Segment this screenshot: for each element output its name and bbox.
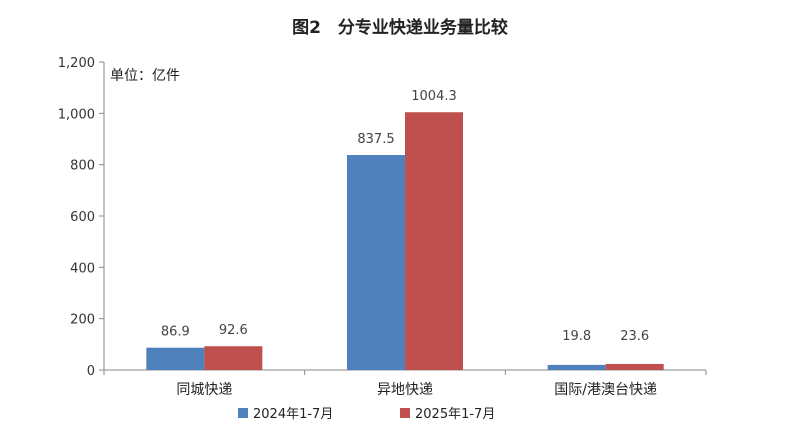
y-tick-label: 400 bbox=[70, 261, 95, 276]
bar bbox=[605, 363, 664, 370]
y-tick-label: 200 bbox=[70, 313, 95, 328]
chart-title: 图2 分专业快递业务量比较 bbox=[292, 17, 508, 38]
legend-swatch bbox=[238, 408, 248, 418]
data-label: 837.5 bbox=[357, 132, 394, 147]
unit-label: 单位：亿件 bbox=[110, 68, 180, 84]
bar bbox=[146, 347, 205, 370]
bar bbox=[547, 364, 606, 370]
legend: 2024年1-7月 2025年1-7月 bbox=[238, 407, 495, 422]
x-category-label: 国际/港澳台快递 bbox=[554, 382, 657, 398]
axes: 0 200 400 600 800 1,000 1,200 同城快递 异地快递 国际/港澳台快递 bbox=[58, 56, 707, 398]
data-label: 19.8 bbox=[562, 329, 591, 344]
x-category-label: 同城快递 bbox=[176, 382, 232, 398]
y-tick-label: 1,200 bbox=[58, 56, 95, 71]
y-tick-label: 1,000 bbox=[58, 107, 95, 122]
legend-label: 2025年1-7月 bbox=[415, 407, 495, 422]
data-label: 23.6 bbox=[620, 329, 649, 344]
bar bbox=[347, 155, 405, 370]
legend-label: 2024年1-7月 bbox=[253, 407, 333, 422]
data-label: 92.6 bbox=[219, 323, 248, 338]
data-label: 86.9 bbox=[161, 325, 190, 340]
y-tick-label: 800 bbox=[70, 159, 95, 174]
bars: 86.9 92.6 837.5 1004.3 19.8 23.6 bbox=[146, 89, 664, 370]
data-label: 1004.3 bbox=[411, 89, 457, 104]
x-category-label: 异地快递 bbox=[377, 382, 433, 398]
bar bbox=[405, 112, 463, 370]
y-tick-label: 0 bbox=[87, 364, 95, 379]
y-tick-label: 600 bbox=[70, 210, 95, 225]
bar bbox=[204, 346, 263, 370]
legend-swatch bbox=[400, 408, 410, 418]
